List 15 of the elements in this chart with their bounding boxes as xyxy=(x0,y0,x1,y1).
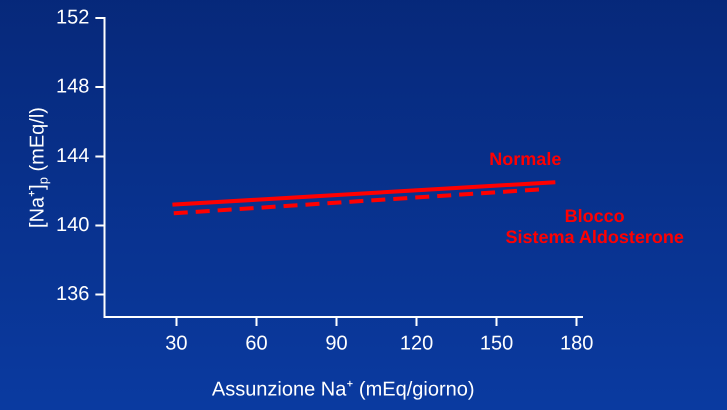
series-label: Normale xyxy=(489,149,562,170)
series-label: Blocco Sistema Aldosterone xyxy=(505,206,684,248)
x-tick-label: 180 xyxy=(560,332,594,355)
y-tick-label: 136 xyxy=(56,283,90,306)
x-axis-title: Assunzione Na⁺ (mEq/giorno) xyxy=(212,378,475,401)
y-tick-label: 144 xyxy=(56,144,90,167)
y-tick-label: 152 xyxy=(56,6,90,29)
x-tick-label: 150 xyxy=(480,332,514,355)
x-tick-label: 90 xyxy=(325,332,348,355)
y-axis-title: [Na⁺]p (mEq/l) xyxy=(26,107,51,228)
x-tick-label: 60 xyxy=(245,332,268,355)
x-tick-label: 120 xyxy=(400,332,434,355)
y-tick-label: 140 xyxy=(56,214,90,236)
x-tick-label: 30 xyxy=(165,332,188,355)
y-tick-label: 148 xyxy=(56,76,90,98)
